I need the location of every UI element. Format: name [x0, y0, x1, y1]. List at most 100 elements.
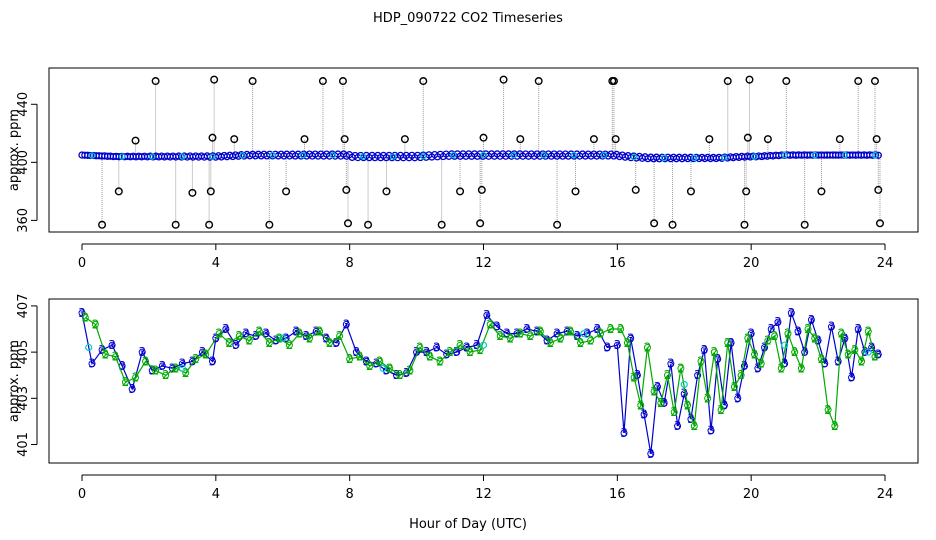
series-3-point — [841, 334, 849, 342]
series-2-point — [152, 367, 160, 375]
ambient-point-alt — [660, 154, 668, 162]
series-2-marker-label: 2 — [851, 343, 859, 357]
calibration-point — [364, 220, 373, 229]
series-2-marker-label: 2 — [547, 336, 555, 350]
calibration-point — [631, 185, 640, 194]
series-2-point — [255, 327, 263, 335]
y-tick-label: 403 — [16, 386, 31, 411]
series-3-marker-label: 3 — [794, 324, 802, 338]
series-3-marker-label: 3 — [423, 345, 431, 359]
series-2-marker-label: 2 — [132, 371, 140, 385]
series-2-point — [643, 344, 651, 352]
series-2-marker-label: 2 — [202, 347, 210, 361]
calibration-point — [479, 133, 488, 142]
calibration-point — [686, 187, 695, 196]
series-3-marker-label: 3 — [714, 352, 722, 366]
calibration-point — [419, 77, 428, 86]
series-2-point — [132, 374, 140, 382]
ambient-point-alt — [88, 152, 96, 159]
ambient-point-alt — [149, 153, 156, 160]
calibration-point — [870, 77, 879, 86]
calibration-point — [835, 135, 844, 144]
series-2-point — [670, 408, 678, 416]
series-3-point — [848, 374, 856, 382]
calibration-point — [611, 135, 620, 144]
calibration-point — [800, 220, 809, 229]
calibration-point — [98, 220, 107, 229]
series-3-marker-label: 3 — [848, 371, 856, 385]
series-2-point — [466, 348, 474, 356]
x-tick-label: 0 — [78, 487, 86, 502]
series-2-point — [804, 325, 812, 333]
series-3-point — [553, 330, 561, 338]
calibration-point — [437, 220, 446, 229]
bottom-x-axis: 0 4 8 12 16 20 24 — [78, 474, 893, 502]
x-tick-label: 0 — [78, 256, 86, 271]
series-3-marker-label: 3 — [199, 345, 207, 359]
series-2-point — [101, 350, 109, 358]
series-3-point — [854, 325, 862, 333]
series-2-point — [566, 327, 574, 335]
series-2-point — [630, 374, 638, 382]
series-3-marker-label: 3 — [674, 419, 682, 433]
series-1-point — [680, 380, 688, 389]
series-2-marker-label: 2 — [162, 368, 170, 382]
series-3-point — [620, 429, 628, 437]
series-2-line — [84, 317, 876, 427]
series-2-marker-label: 2 — [711, 345, 719, 359]
series-2-point — [851, 346, 859, 354]
series-2-point — [556, 334, 564, 342]
series-3-point — [352, 348, 360, 356]
bottom-y-axis-label: approx. ppm — [7, 340, 22, 422]
series-2-marker-label: 2 — [296, 327, 304, 341]
series-2-marker-label: 2 — [182, 366, 190, 380]
series-3-point — [342, 320, 350, 328]
series-3-marker-label: 3 — [262, 327, 270, 341]
top-y-axis-label: approx. ppm — [7, 109, 22, 191]
calibration-point — [553, 220, 562, 229]
calibration-point — [208, 133, 217, 142]
series-3-point — [282, 334, 290, 342]
series-3-marker-label: 3 — [774, 315, 782, 329]
series-2-marker-label: 2 — [731, 380, 739, 394]
series-2-marker-label: 2 — [152, 364, 160, 378]
ambient-point-alt — [781, 151, 788, 159]
series-3-marker-label: 3 — [222, 322, 230, 336]
series-3-marker-label: 3 — [232, 338, 240, 352]
series-2-marker-label: 2 — [506, 331, 514, 345]
series-2-point — [192, 355, 200, 363]
series-3-point — [774, 318, 782, 326]
x-tick-label: 20 — [743, 256, 760, 271]
series-2-point — [526, 332, 534, 340]
series-2-point — [91, 320, 99, 328]
series-2-point — [704, 394, 712, 402]
series-2-point — [275, 334, 283, 342]
series-3-marker-label: 3 — [483, 308, 491, 322]
series-3-marker-label: 3 — [158, 359, 166, 373]
series-3-marker-label: 3 — [694, 368, 702, 382]
series-2-point — [587, 337, 595, 345]
series-2-marker-label: 2 — [811, 331, 819, 345]
series-3-marker-label: 3 — [634, 368, 642, 382]
x-tick-label: 16 — [609, 487, 626, 502]
series-2-point — [858, 357, 866, 365]
calibration-point — [338, 77, 347, 86]
series-2-marker-label: 2 — [82, 310, 90, 324]
series-2-marker-label: 2 — [406, 364, 414, 378]
series-3-marker-label: 3 — [603, 341, 611, 355]
series-2-point — [265, 339, 273, 347]
series-3-marker-label: 3 — [680, 387, 688, 401]
series-3-point — [322, 334, 330, 342]
series-2-marker-label: 2 — [751, 347, 759, 361]
series-2-point — [316, 327, 324, 335]
series-3-point — [627, 334, 635, 342]
series-3-point — [473, 341, 481, 349]
series-3-marker-label: 3 — [808, 313, 816, 327]
series-2-point — [182, 369, 190, 377]
series-3-point — [794, 327, 802, 335]
series-3-marker-label: 3 — [667, 357, 675, 371]
calibration-point — [343, 219, 352, 228]
series-2-marker-label: 2 — [102, 347, 110, 361]
series-3-marker-label: 3 — [473, 338, 481, 352]
